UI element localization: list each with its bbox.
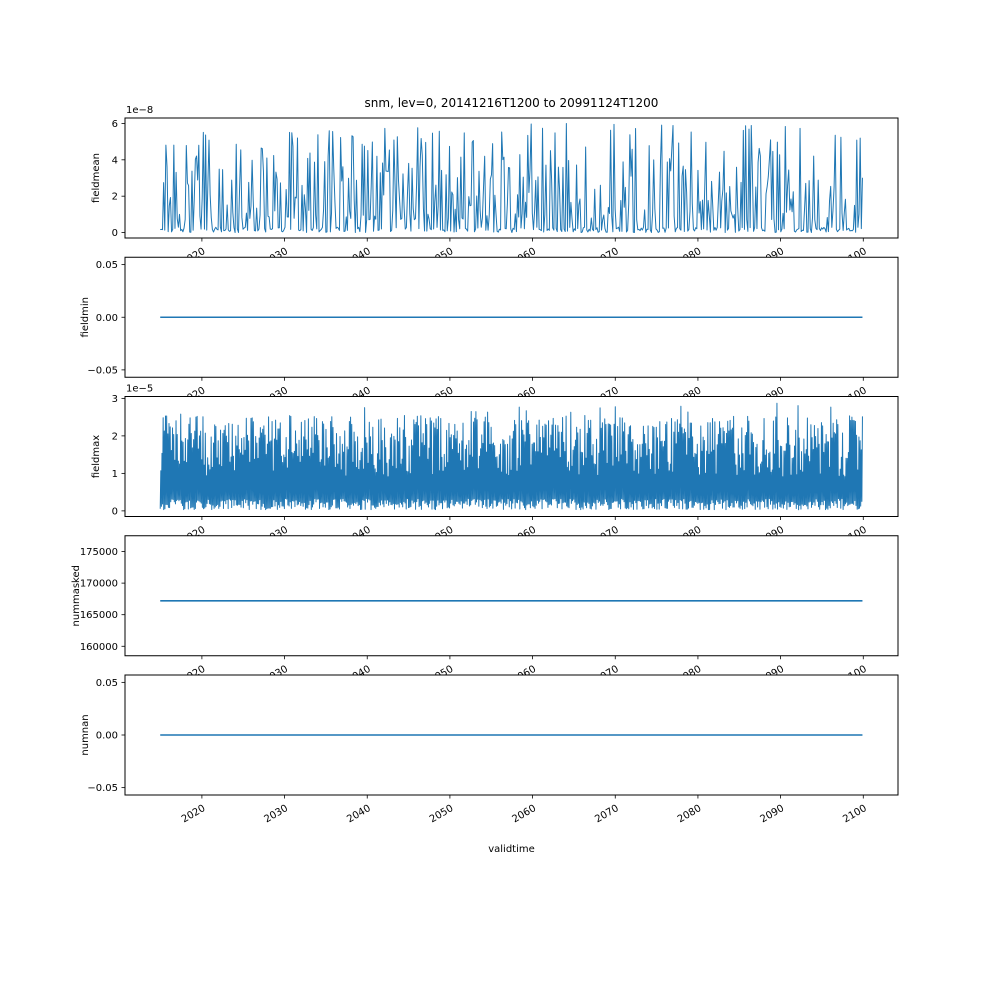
x-tick-label: 2040 [345,803,373,825]
y-tick-label: 2 [112,192,118,203]
y-tick-label: −0.05 [87,783,118,794]
x-tick-label: 2030 [263,803,291,825]
ylabel-nummasked: nummasked [71,565,82,626]
y-tick-label: 2 [112,431,118,442]
ylabel-numnan: numnan [80,714,91,755]
y-tick-label: 1 [112,469,118,480]
y-tick-label: −0.05 [87,365,118,376]
x-tick-label: 2070 [593,803,621,825]
axes-background [125,535,898,656]
x-tick-label: 2020 [180,803,208,825]
axes-frame [124,674,899,796]
axes-frame [124,256,899,378]
ylabel-fieldmax: fieldmax [91,435,102,478]
chart-title: snm, lev=0, 20141216T1200 to 20991124T12… [364,96,659,110]
x-tick-label: 2100 [841,803,869,825]
y-tick-label: 0.00 [96,731,118,742]
y-tick-label: 0 [112,506,118,517]
y-tick-label: 0 [112,228,118,239]
y-tick-label: 0.05 [96,678,118,689]
y-offset-label: 1e−8 [126,105,153,116]
subplot-numnan: −0.05 0.00 0.05 numnan 2020 2030 2040 2050 2060 2… [80,674,899,825]
ylabel-fieldmin: fieldmin [80,297,91,337]
x-tick-label: 2060 [511,803,539,825]
x-tick-label: 2090 [759,803,787,825]
y-tick-label: 170000 [80,579,118,590]
y-tick-label: 165000 [80,610,118,621]
y-tick-label: 160000 [80,642,118,653]
series-fieldmean [160,123,863,234]
x-tick-label: 2080 [676,803,704,825]
series-fieldmax [159,402,863,511]
x-tick-label: 2050 [428,803,456,825]
y-tick-label: 3 [112,394,118,405]
x-axis-label: validtime [488,844,535,855]
axes-frame [124,535,899,657]
y-tick-label: 4 [112,155,118,166]
y-tick-label: 0.00 [96,313,118,324]
axes-frame [124,396,899,517]
y-tick-label: 6 [112,119,118,130]
ylabel-fieldmean: fieldmean [91,153,102,203]
axes-frame [124,117,899,239]
y-tick-label: 0.05 [96,260,118,271]
y-tick-label: 175000 [80,547,118,558]
y-offset-label: 1e−5 [126,384,153,395]
